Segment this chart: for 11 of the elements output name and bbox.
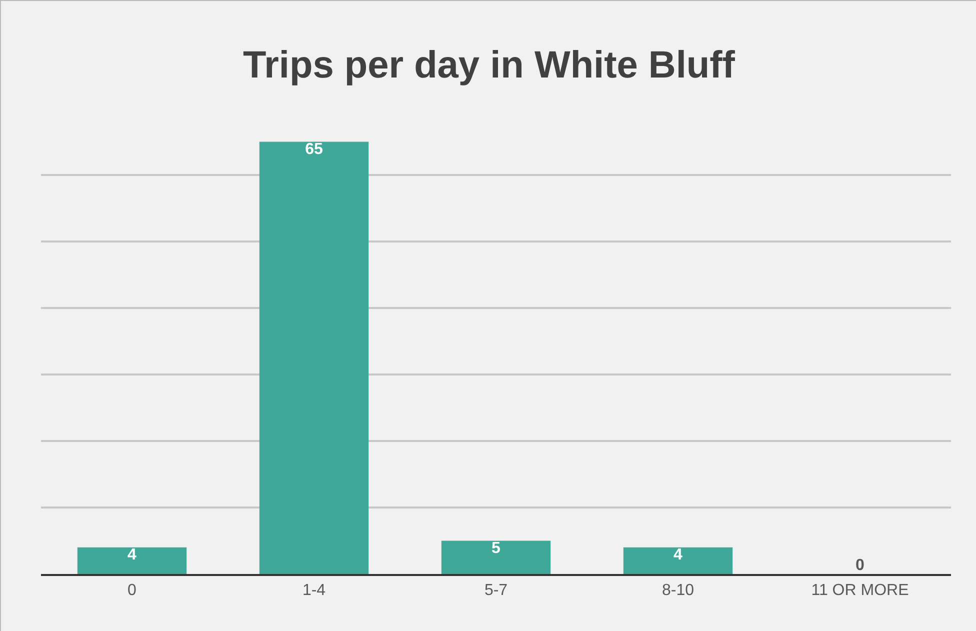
data-label: 4 bbox=[128, 546, 137, 564]
x-tick-label: 11 OR MORE bbox=[811, 582, 909, 600]
data-label: 0 bbox=[856, 557, 865, 574]
data-label: 65 bbox=[305, 140, 323, 158]
x-tick-label: 1-4 bbox=[302, 582, 326, 600]
x-tick-label: 8-10 bbox=[662, 582, 694, 600]
x-tick-label: 0 bbox=[128, 582, 137, 600]
data-label: 5 bbox=[492, 540, 501, 557]
x-tick-label: 5-7 bbox=[484, 582, 508, 600]
data-label: 4 bbox=[674, 546, 683, 564]
chart-title: Trips per day in White Bluff bbox=[243, 44, 736, 86]
